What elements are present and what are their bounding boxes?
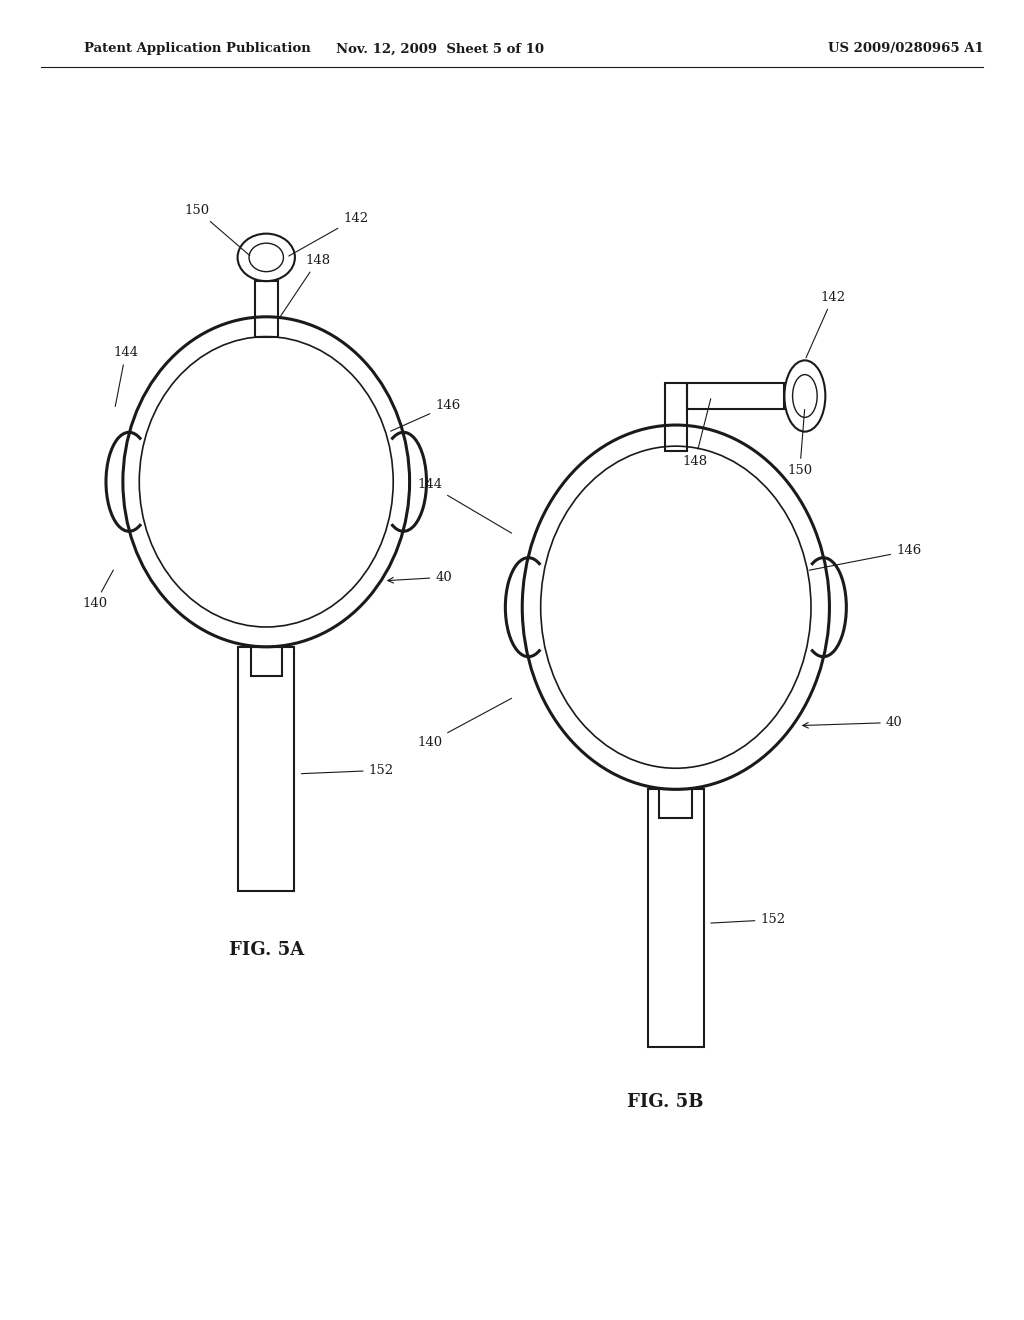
Text: 146: 146 (809, 544, 922, 570)
Bar (251, 647, 282, 676)
Text: 146: 146 (390, 399, 461, 432)
Bar (255, 281, 278, 337)
Text: 148: 148 (682, 399, 711, 467)
Text: 40: 40 (803, 715, 902, 729)
Text: 152: 152 (301, 764, 394, 776)
Text: 148: 148 (280, 253, 331, 318)
Bar (659, 789, 692, 818)
Text: US 2009/0280965 A1: US 2009/0280965 A1 (828, 42, 984, 55)
Text: 152: 152 (711, 913, 785, 927)
Text: 142: 142 (289, 211, 369, 256)
Text: 142: 142 (806, 290, 846, 358)
Text: 140: 140 (417, 698, 512, 748)
Text: 150: 150 (184, 203, 250, 256)
Text: 40: 40 (388, 570, 452, 583)
Text: 150: 150 (787, 409, 812, 477)
Text: FIG. 5B: FIG. 5B (628, 1093, 703, 1111)
Text: Nov. 12, 2009  Sheet 5 of 10: Nov. 12, 2009 Sheet 5 of 10 (336, 42, 545, 55)
Bar (665, 383, 687, 451)
Text: 144: 144 (113, 346, 138, 407)
Text: Patent Application Publication: Patent Application Publication (84, 42, 310, 55)
Text: FIG. 5A: FIG. 5A (228, 941, 304, 960)
Bar (648, 789, 705, 1047)
Text: 144: 144 (417, 478, 512, 533)
Bar (238, 647, 295, 891)
Text: 140: 140 (82, 570, 114, 610)
Bar (687, 383, 784, 409)
